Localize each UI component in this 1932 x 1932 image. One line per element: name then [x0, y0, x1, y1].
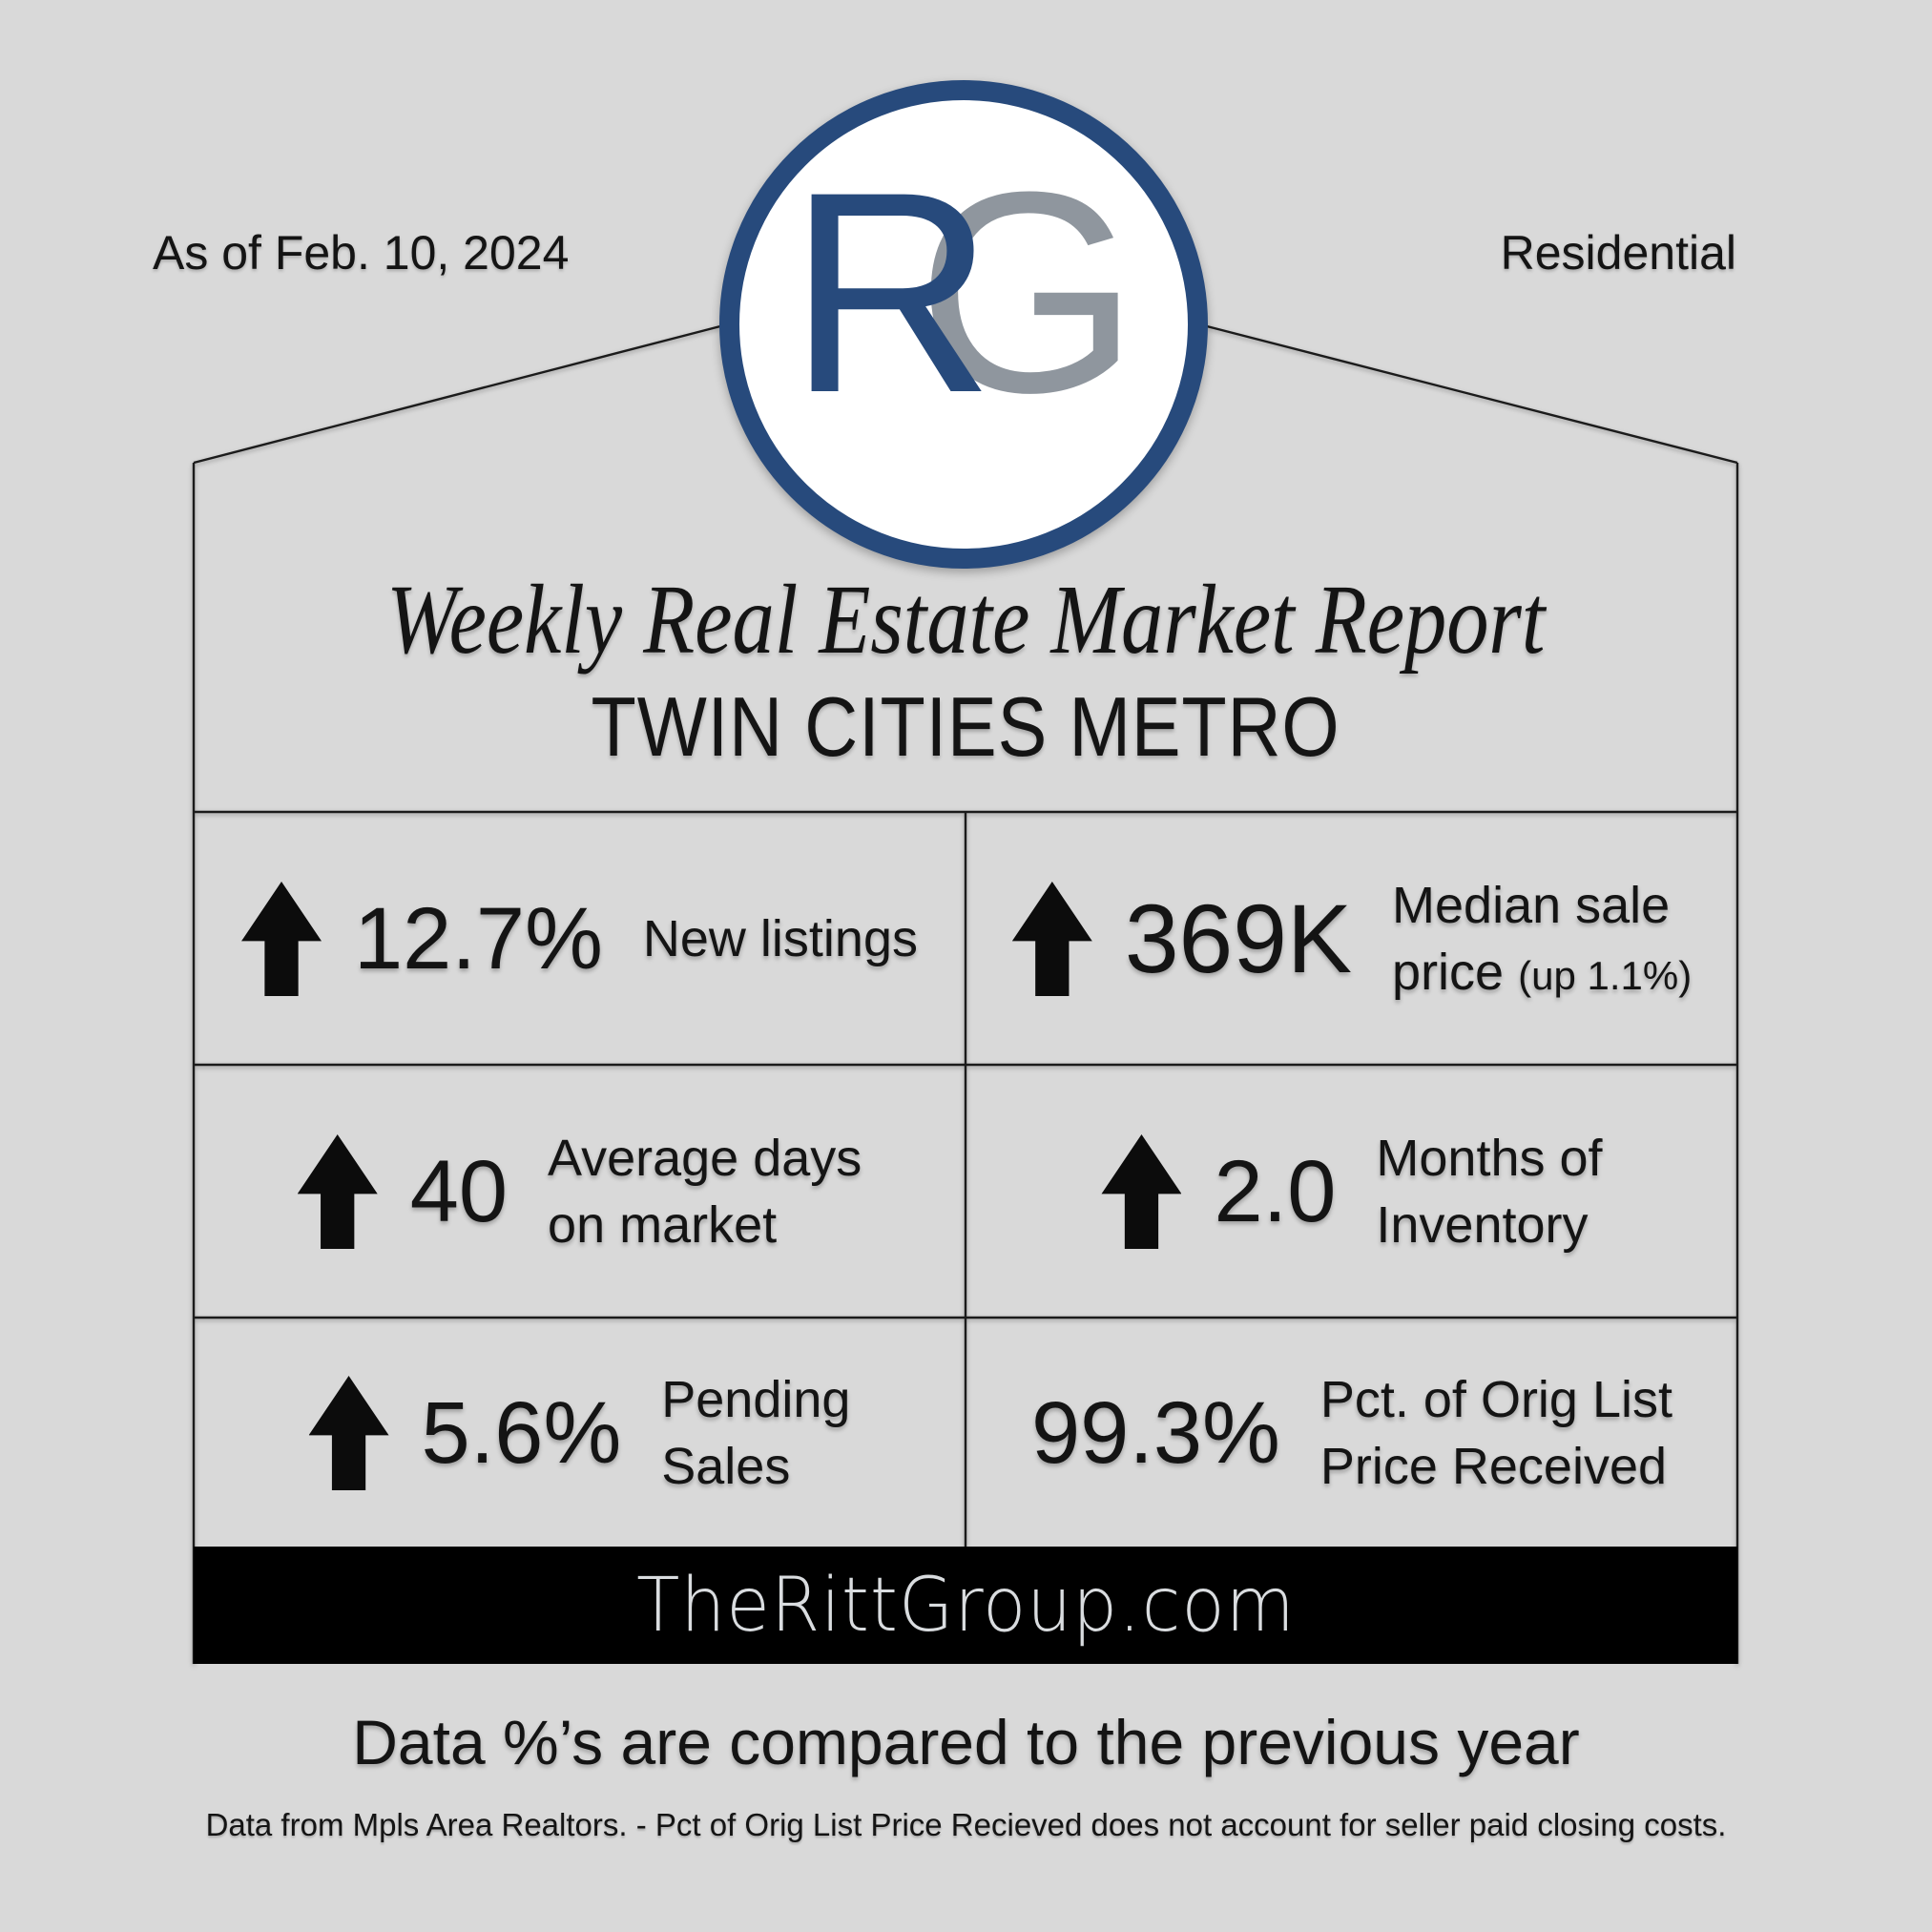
stat-value: 99.3%: [1031, 1383, 1280, 1482]
stat-value: 40: [409, 1142, 509, 1240]
stat-value: 5.6%: [421, 1383, 622, 1482]
roof-line-left: [193, 324, 721, 465]
logo-letter-r: R: [787, 132, 995, 452]
stat-cell-new-listings: 12.7% New listings: [194, 814, 966, 1064]
as-of-date: As of Feb. 10, 2024: [153, 226, 570, 280]
up-arrow-icon: [297, 1134, 378, 1249]
stat-note: (up 1.1%): [1518, 953, 1693, 998]
comparison-note: Data %’s are compared to the previous ye…: [352, 1707, 1580, 1777]
stat-cell-pending-sales: 5.6% Pending Sales: [194, 1319, 966, 1547]
report-title: Weekly Real Estate Market Report: [385, 565, 1546, 675]
stat-label: New listings: [642, 909, 918, 967]
stat-value: 2.0: [1214, 1142, 1337, 1240]
stat-label: Median sale price (up 1.1%): [1392, 876, 1693, 1001]
up-arrow-icon: [1011, 882, 1092, 996]
up-arrow-icon: [241, 882, 322, 996]
rg-logo: R G: [719, 80, 1208, 569]
website-bar: TheRittGroup.com: [194, 1547, 1737, 1664]
up-arrow-icon: [1101, 1134, 1182, 1249]
stat-cell-months-of-inventory: 2.0 Months of Inventory: [966, 1067, 1737, 1317]
stat-label: Average days on market: [548, 1129, 862, 1254]
stat-cell-average-days-on-market: 40 Average days on market: [194, 1067, 966, 1317]
disclaimer-text: Data from Mpls Area Realtors. - Pct of O…: [205, 1807, 1727, 1842]
roof-line-right: [1206, 324, 1738, 465]
up-arrow-icon: [308, 1376, 389, 1490]
stat-value: 369K: [1124, 883, 1353, 993]
website-url: TheRittGroup.com: [635, 1562, 1296, 1649]
stat-cell-median-sale-price: 369K Median sale price (up 1.1%): [966, 814, 1737, 1064]
rg-logo-letters: R G: [788, 149, 1139, 435]
stat-value: 12.7%: [354, 889, 603, 987]
stat-label: Months of Inventory: [1376, 1129, 1603, 1254]
stat-label: Pct. of Orig List Price Received: [1319, 1370, 1672, 1495]
logo-letter-g: G: [916, 132, 1139, 452]
report-region: TWIN CITIES METRO: [591, 679, 1340, 774]
category-label: Residential: [1500, 226, 1736, 280]
stat-label: Pending Sales: [661, 1370, 851, 1495]
stat-cell-pct-of-orig-list-price: 99.3% Pct. of Orig List Price Received: [966, 1319, 1737, 1547]
